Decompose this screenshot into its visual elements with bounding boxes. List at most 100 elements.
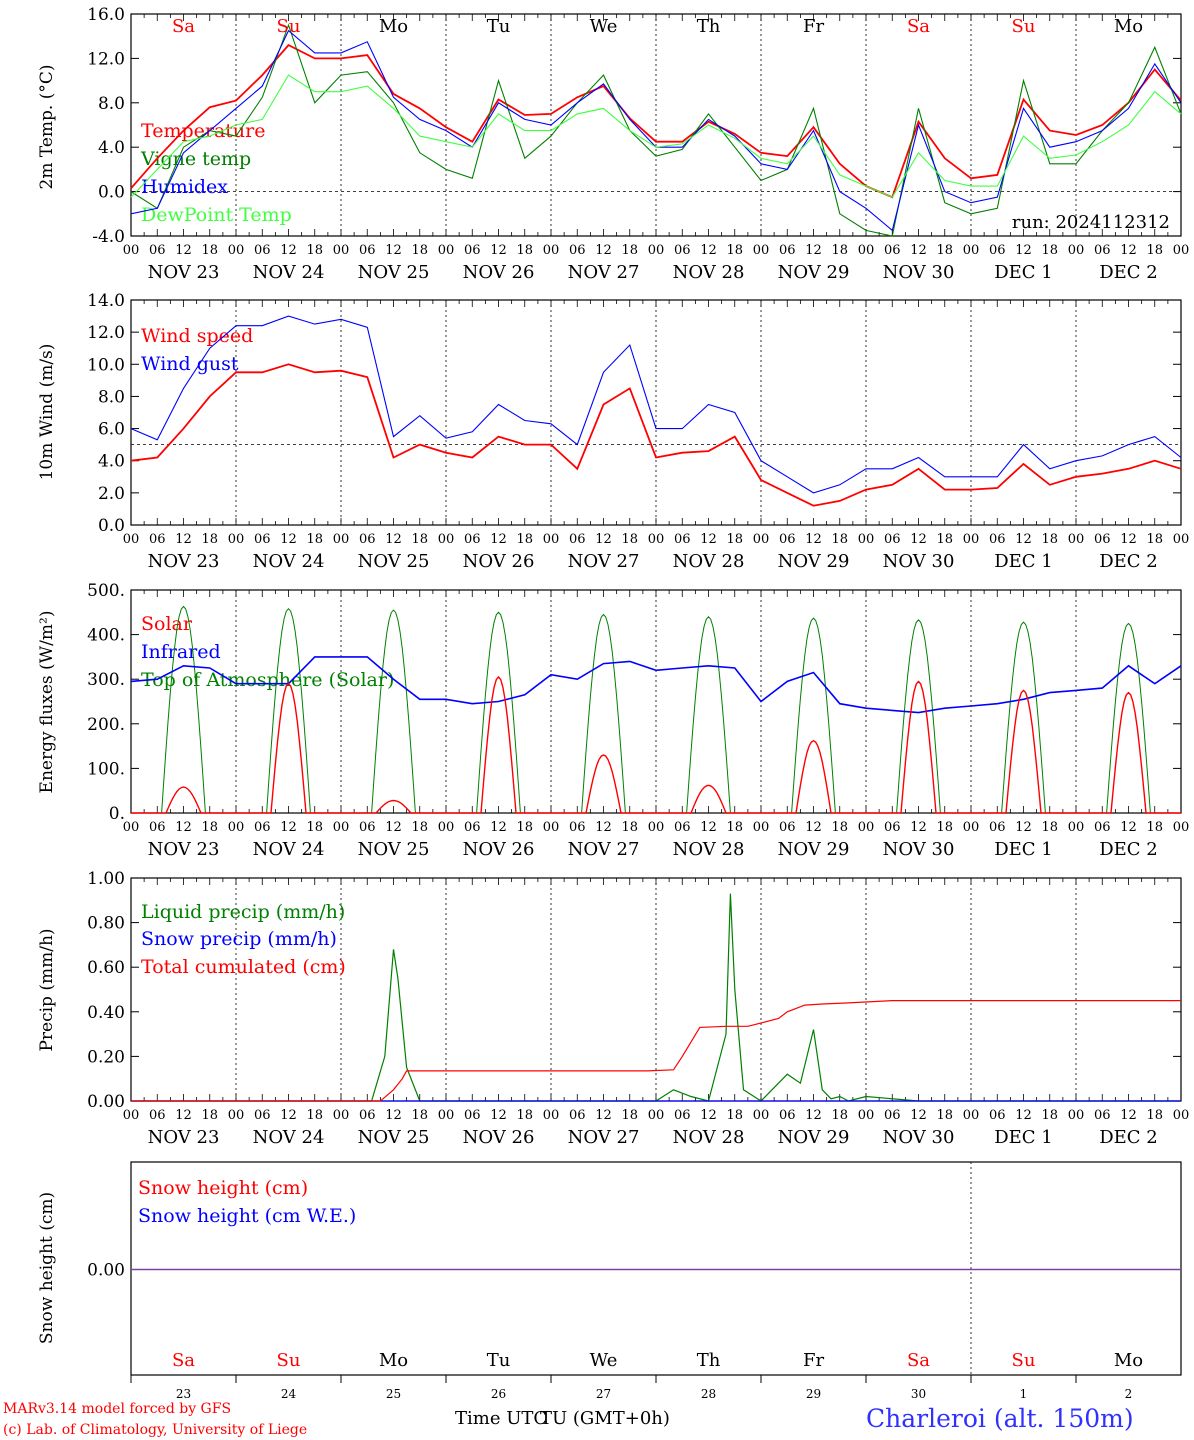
hour-tick-label: 06 (359, 820, 376, 835)
series-line (131, 1000, 1181, 1102)
y-tick-label: 4.0 (98, 452, 125, 472)
date-label: DEC 1 (994, 551, 1053, 572)
hour-tick-label: 18 (1146, 243, 1163, 258)
y-tick-label: 4.0 (98, 138, 125, 158)
hour-tick-label: 18 (306, 1108, 323, 1123)
day-name-label: Sa (172, 1350, 195, 1371)
y-tick-label: -4.0 (92, 227, 125, 247)
y-tick-label: 400. (87, 626, 125, 646)
hour-tick-label: 18 (831, 532, 848, 547)
hour-tick-label: 12 (490, 532, 507, 547)
hour-tick-label: 18 (726, 820, 743, 835)
hour-tick-label: 06 (464, 532, 481, 547)
hour-tick-label: 06 (1094, 243, 1111, 258)
hour-tick-label: 18 (516, 1108, 533, 1123)
hour-tick-label: 18 (201, 1108, 218, 1123)
hour-tick-label: 18 (411, 243, 428, 258)
y-tick-label: 0.0 (98, 183, 125, 203)
hour-tick-label: 06 (149, 820, 166, 835)
date-label: NOV 24 (253, 551, 325, 572)
hour-tick-label: 12 (385, 820, 402, 835)
hour-tick-label: 12 (175, 820, 192, 835)
hour-tick-label: 00 (1068, 1108, 1085, 1123)
hour-tick-label: 18 (516, 820, 533, 835)
legend-entry: Top of Atmosphere (Solar) (141, 669, 394, 691)
hour-tick-label: 06 (359, 532, 376, 547)
legend-entry: Liquid precip (mm/h) (141, 901, 345, 923)
hour-tick-label: 18 (621, 243, 638, 258)
hour-tick-label: 12 (1120, 820, 1137, 835)
date-label: NOV 25 (358, 1127, 430, 1148)
hour-tick-label: 12 (280, 243, 297, 258)
hour-tick-label: 00 (543, 532, 560, 547)
day-number-label: 29 (806, 1387, 821, 1401)
hour-tick-label: 18 (306, 243, 323, 258)
hour-tick-label: 18 (201, 243, 218, 258)
legend-entry: Humidex (141, 176, 228, 198)
date-label: NOV 23 (148, 262, 220, 283)
date-label: NOV 25 (358, 839, 430, 860)
hour-tick-label: 00 (648, 532, 665, 547)
hour-tick-label: 00 (753, 820, 770, 835)
day-name-label: Su (1012, 16, 1036, 37)
date-label: NOV 25 (358, 551, 430, 572)
day-number-label: 1 (1020, 1387, 1028, 1401)
hour-tick-label: 06 (674, 1108, 691, 1123)
series-line (130, 74, 1182, 198)
hour-tick-label: 06 (464, 243, 481, 258)
hour-tick-label: 18 (1041, 820, 1058, 835)
y-tick-label: 0.80 (87, 914, 125, 934)
x-axis-label-b: TU (GMT+0h) (540, 1408, 670, 1429)
hour-tick-label: 18 (621, 1108, 638, 1123)
hour-tick-label: 06 (254, 532, 271, 547)
hour-tick-label: 18 (1041, 1108, 1058, 1123)
hour-tick-label: 00 (333, 820, 350, 835)
hour-tick-label: 00 (123, 1108, 140, 1123)
hour-tick-label: 18 (306, 820, 323, 835)
date-label: NOV 24 (253, 262, 325, 283)
day-name-label: Mo (1114, 16, 1143, 37)
hour-tick-label: 00 (963, 1108, 980, 1123)
y-tick-label: 0.40 (87, 1003, 125, 1023)
date-label: NOV 30 (883, 262, 955, 283)
day-name-label: Su (277, 1350, 301, 1371)
date-label: DEC 2 (1099, 1127, 1158, 1148)
day-name-label: Th (697, 16, 721, 37)
hour-tick-label: 18 (411, 1108, 428, 1123)
y-tick-label: 0.00 (87, 1261, 125, 1281)
hour-tick-label: 12 (1015, 820, 1032, 835)
hour-tick-label: 12 (595, 243, 612, 258)
hour-tick-label: 18 (831, 820, 848, 835)
y-tick-label: 8.0 (98, 387, 125, 407)
hour-tick-label: 00 (543, 820, 560, 835)
date-label: DEC 2 (1099, 551, 1158, 572)
hour-tick-label: 00 (438, 243, 455, 258)
y-tick-label: 0. (109, 804, 125, 824)
hour-tick-label: 18 (621, 532, 638, 547)
hour-tick-label: 00 (858, 1108, 875, 1123)
hour-tick-label: 06 (569, 1108, 586, 1123)
hour-tick-label: 12 (490, 820, 507, 835)
hour-tick-label: 12 (595, 1108, 612, 1123)
hour-tick-label: 12 (700, 1108, 717, 1123)
hour-tick-label: 06 (989, 243, 1006, 258)
y-tick-label: 10.0 (87, 355, 125, 375)
day-name-label: Su (277, 16, 301, 37)
hour-tick-label: 18 (1146, 820, 1163, 835)
date-label: NOV 26 (463, 839, 535, 860)
y-axis-label: Energy fluxes (W/m²) (37, 611, 57, 794)
hour-tick-label: 12 (280, 532, 297, 547)
hour-tick-label: 00 (753, 532, 770, 547)
hour-tick-label: 00 (648, 820, 665, 835)
hour-tick-label: 18 (1041, 243, 1058, 258)
hour-tick-label: 18 (621, 820, 638, 835)
date-label: NOV 28 (673, 262, 745, 283)
hour-tick-label: 18 (1146, 1108, 1163, 1123)
y-axis-label: Precip (mm/h) (37, 928, 57, 1051)
hour-tick-label: 12 (805, 820, 822, 835)
legend-entry: Infrared (141, 641, 221, 663)
hour-tick-label: 00 (1173, 820, 1190, 835)
hour-tick-label: 00 (228, 1108, 245, 1123)
hour-tick-label: 06 (779, 820, 796, 835)
hour-tick-label: 00 (1173, 243, 1190, 258)
